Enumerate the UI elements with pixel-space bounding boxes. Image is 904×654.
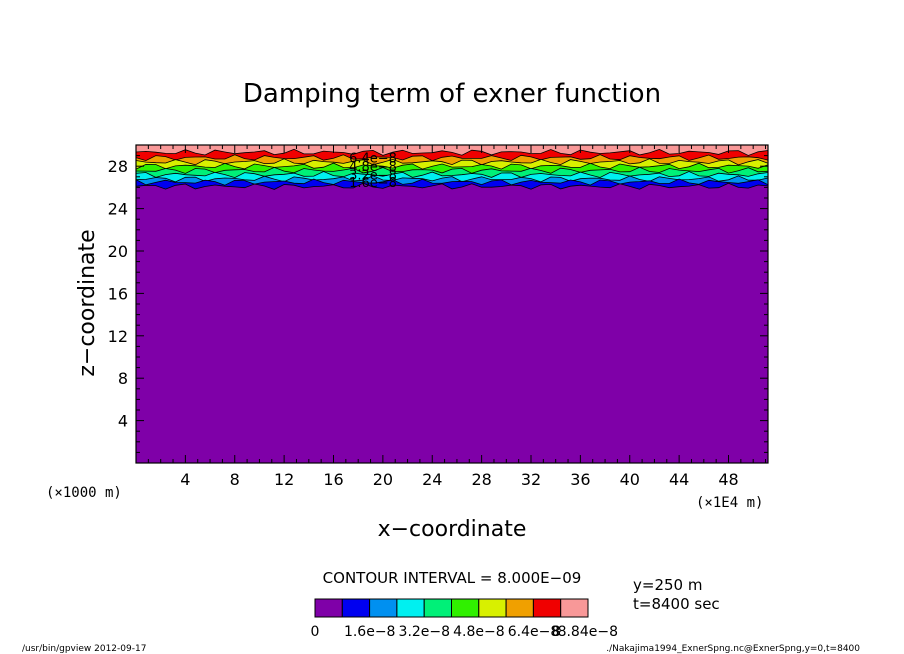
contour-line-6 [135,158,769,166]
colorbar-label: 8.84e−8 [558,624,618,640]
colorbar-swatch [505,598,534,618]
y-axis-unit: (×1000 m) [46,485,122,501]
colorbar-swatch [478,598,507,618]
contour-line-4 [135,166,769,174]
contour-line-0 [135,182,769,190]
contour-line-7 [135,154,769,162]
y-tick-label: 4 [118,412,128,431]
info-t: t=8400 sec [633,595,720,613]
colorbar-label: 1.6e−8 [344,624,396,640]
y-tick-label: 20 [108,242,128,261]
colorbar-swatch [314,598,343,618]
x-tick-label: 36 [570,470,590,489]
contour-line-8 [135,148,769,156]
colorbar: 0 1.6e−8 3.2e−8 4.8e−8 6.4e−888.84e−8 [311,598,618,640]
colorbar-swatch [369,598,398,618]
colorbar-label: 6.4e−8 [508,624,560,640]
chart-title: Damping term of exner function [243,79,661,109]
y-axis-label: z−coordinate [75,229,100,376]
band-0 [136,183,768,463]
x-tick-label: 40 [620,470,640,489]
y-tick-label: 28 [108,157,128,176]
y-tick-label: 12 [108,327,128,346]
x-axis-unit: (×1E4 m) [696,495,763,511]
colorbar-swatch [451,598,480,618]
x-tick-label: 44 [669,470,689,489]
colorbar-label: 8 [552,624,561,640]
contour-line-2 [135,175,769,183]
contour-line-5 [135,162,769,170]
x-tick-label: 28 [471,470,491,489]
contour-line-3 [135,171,769,179]
contour-label: 1.6e−8 [349,176,397,191]
contour-label: 6.4e−8 [349,152,397,167]
x-tick-label: 4 [180,470,190,489]
colorbar-label: 0 [311,624,320,640]
colorbar-swatch [532,598,562,618]
info-y: y=250 m [633,576,702,594]
x-tick-label: 12 [274,470,294,489]
colorbar-label: 4.8e−8 [453,624,505,640]
x-tick-label: 24 [422,470,442,489]
footer-left: /usr/bin/gpview 2012-09-17 [22,644,146,654]
contour-label: 4.8e−8 [349,160,397,175]
colorbar-swatch [396,598,425,618]
y-tick-label: 16 [108,284,128,303]
colorbar-swatch [341,598,371,618]
x-tick-label: 48 [718,470,738,489]
y-tick-label: 8 [118,369,128,388]
x-tick-label: 8 [230,470,240,489]
colorbar-label: 3.2e−8 [399,624,451,640]
x-tick-label: 20 [373,470,393,489]
contour-label: 3.2e−8 [349,169,397,184]
y-tick-label: 24 [108,200,128,219]
footer-right: ./Nakajima1994_ExnerSpng.nc@ExnerSpng,y=… [606,644,860,654]
colorbar-swatch [423,598,453,618]
colorbar-swatch [560,598,589,618]
contour-line-1 [135,178,769,186]
plot-area: 6.4e−84.8e−83.2e−81.6e−84 8 12 16 20 24 28 32 36… [108,144,769,489]
x-axis-label: x−coordinate [378,517,527,542]
contour-interval-text: CONTOUR INTERVAL = 8.000E−09 [323,569,582,587]
x-tick-label: 32 [521,470,541,489]
x-tick-label: 16 [323,470,343,489]
